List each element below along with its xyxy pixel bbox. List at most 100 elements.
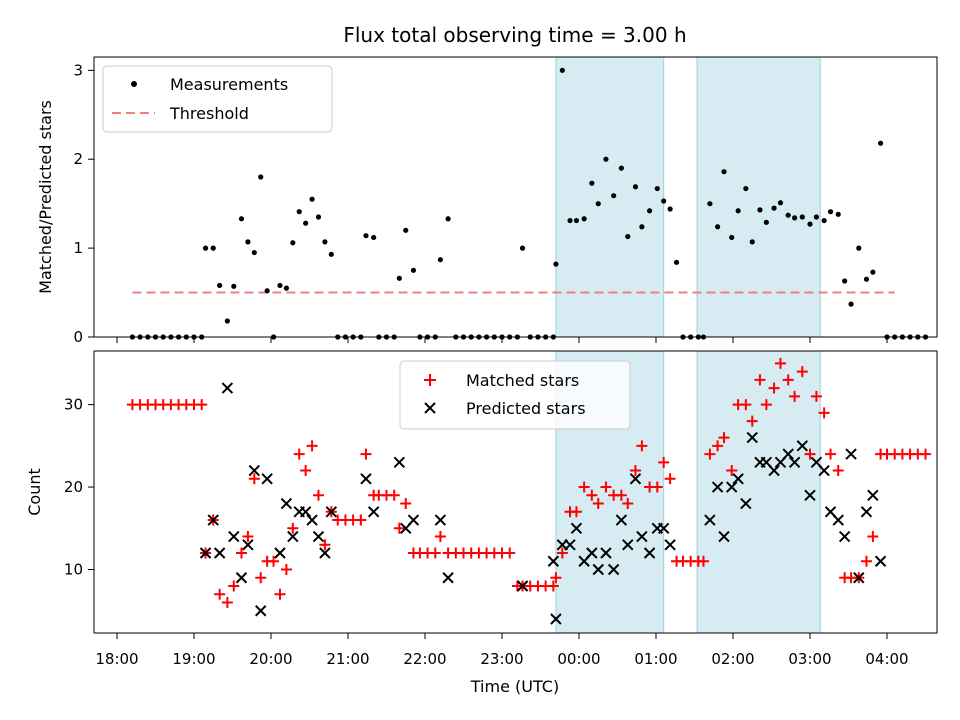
matched-star-point [556, 547, 568, 559]
bottom-y-tick-label: 10 [64, 561, 83, 579]
measurement-point [785, 212, 791, 218]
predicted-star-point [657, 522, 670, 534]
predicted-star-point [796, 440, 809, 452]
matched-star-point [636, 440, 648, 452]
matched-star-point [248, 473, 260, 485]
measurement-point [611, 193, 617, 199]
measurement-point [721, 169, 727, 175]
x-axis-label: Time (UTC) [470, 677, 559, 696]
matched-star-point [255, 572, 267, 584]
predicted-star-point [570, 522, 583, 534]
predicted-star-point [407, 514, 420, 526]
predicted-star-point [874, 555, 887, 567]
measurement-point [251, 249, 257, 256]
matched-star-point [355, 514, 367, 526]
matched-star-point [712, 440, 724, 452]
matched-star-point [789, 390, 801, 402]
measurement-point [396, 275, 402, 281]
measurement-point [258, 174, 264, 180]
bottom-legend: Matched stars Predicted stars [399, 360, 631, 430]
predicted-star-point [442, 572, 454, 584]
matched-star-point [818, 407, 830, 419]
measurement-point [445, 216, 451, 222]
measurement-point [581, 216, 587, 222]
matched-star-point [804, 448, 816, 460]
matched-star-point [760, 399, 772, 411]
top-y-tick-label: 0 [73, 328, 83, 346]
matched-star-point [547, 580, 559, 592]
predicted-star-point [664, 539, 676, 551]
measurement-point [245, 239, 251, 245]
x-tick-label: 03:00 [788, 650, 831, 668]
measurement-point [559, 67, 565, 73]
matched-star-point [718, 432, 730, 444]
measurement-point [553, 261, 559, 267]
matched-star-point [697, 555, 709, 567]
predicted-star-point [860, 506, 873, 518]
predicted-star-point [274, 547, 286, 559]
matched-star-point [768, 382, 780, 394]
measurement-point [437, 257, 443, 263]
shaded-interval [555, 56, 665, 338]
matched-star-point [774, 357, 786, 369]
predicted-star-point [832, 514, 844, 526]
predicted-star-point [643, 547, 656, 559]
bottom-y-ticks: 10 20 30 [64, 396, 94, 579]
top-y-tick-label: 1 [73, 239, 83, 257]
measurement-point [264, 288, 270, 294]
matched-star-point [754, 374, 766, 386]
bottom-panel: 10 20 30 18:00 19:00 20:00 21:00 22:00 23:00 00:… [25, 350, 938, 696]
measurement-point [595, 201, 601, 207]
x-tick-label: 18:00 [95, 650, 138, 668]
measurement-point [673, 259, 680, 265]
chart-title: Flux total observing time = 3.00 h [343, 23, 686, 47]
predicted-star-point [213, 547, 226, 559]
top-y-ticks: 0 1 2 3 [73, 61, 94, 346]
top-plot-frame [93, 56, 938, 338]
predicted-star-point [287, 530, 299, 543]
measurement-point [763, 219, 769, 225]
predicted-star-point [782, 448, 794, 460]
predicted-star-point [867, 489, 879, 502]
measurement-point [315, 214, 322, 220]
matched-star-point [221, 596, 233, 608]
top-legend: Measurements Threshold [102, 65, 333, 133]
measurement-point [661, 198, 667, 204]
predicted-star-point [838, 530, 851, 543]
matched-star-point [726, 465, 738, 477]
measurement-point [835, 211, 841, 217]
predicted-star-point [600, 547, 612, 559]
predicted-star-point [746, 431, 758, 444]
x-tick-label: 20:00 [249, 650, 292, 668]
matched-star-point [740, 399, 752, 411]
measurement-point [707, 201, 713, 207]
bottom-x-ticks: 18:00 19:00 20:00 21:00 22:00 23:00 00:00 01:00… [95, 633, 909, 668]
matched-star-point [287, 522, 299, 534]
matched-star-point [825, 448, 837, 460]
x-tick-label: 23:00 [480, 650, 523, 668]
predicted-star-point [242, 539, 254, 551]
x-tick-label: 01:00 [634, 650, 677, 668]
measurement-point [757, 207, 763, 213]
measurement-point [870, 269, 876, 275]
measurement-point [403, 227, 409, 233]
x-tick-label: 19:00 [172, 650, 215, 668]
matched-star-point [300, 465, 312, 477]
predicted-star-point [325, 506, 338, 518]
measurement-point [646, 208, 653, 214]
top-y-tick-label: 2 [73, 150, 83, 168]
matched-star-point [388, 489, 400, 501]
matched-star-point [570, 506, 582, 518]
measurement-point [410, 267, 417, 273]
matched-star-point [274, 588, 286, 600]
legend-matched-marker [424, 374, 436, 386]
matched-star-point [746, 415, 758, 427]
predicted-star-point [550, 613, 562, 625]
x-tick-label: 21:00 [326, 650, 369, 668]
predicted-star-point [207, 514, 219, 526]
matched-star-point [592, 498, 604, 510]
predicted-star-point [740, 497, 752, 510]
predicted-star-point [788, 456, 801, 469]
legend-measurements-marker [131, 81, 137, 87]
predicted-star-point [299, 506, 312, 518]
